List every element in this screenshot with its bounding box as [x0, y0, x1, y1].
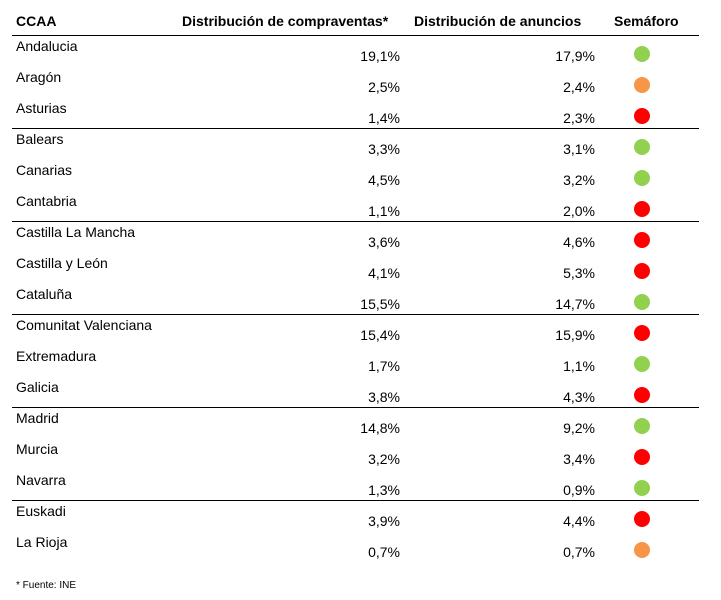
table-row: Cataluña 15,5% 14,7% [12, 284, 699, 315]
table-row: Murcia 3,2% 3,4% [12, 439, 699, 470]
anuncios-value: 3,4% [563, 451, 595, 467]
ccaa-name: Madrid [16, 410, 59, 426]
ccaa-name: Navarra [16, 472, 66, 488]
anuncios-value: 3,1% [563, 141, 595, 157]
semaforo-green-icon [634, 418, 650, 434]
ccaa-name: Euskadi [16, 503, 66, 519]
anuncios-value: 3,2% [563, 172, 595, 188]
ccaa-name: La Rioja [16, 534, 68, 550]
compraventas-value: 3,8% [368, 389, 400, 405]
ccaa-name: Canarias [16, 162, 73, 178]
ccaa-name: Cantabria [16, 193, 77, 209]
ccaa-name: Murcia [16, 441, 59, 457]
table-header: CCAA Distribución de compraventas* Distr… [12, 8, 699, 36]
compraventas-value: 1,4% [368, 110, 400, 126]
anuncios-value: 4,3% [563, 389, 595, 405]
compraventas-value: 15,4% [360, 327, 400, 343]
compraventas-value: 19,1% [360, 48, 400, 64]
table-row: Navarra 1,3% 0,9% [12, 470, 699, 501]
semaforo-green-icon [634, 170, 650, 186]
header-anuncios: Distribución de anuncios [414, 13, 582, 29]
table-row: Castilla y León 4,1% 5,3% [12, 253, 699, 284]
table-row: Aragón 2,5% 2,4% [12, 67, 699, 98]
table-row: Euskadi 3,9% 4,4% [12, 501, 699, 532]
semaforo-green-icon [634, 356, 650, 372]
ccaa-name: Asturias [16, 100, 67, 116]
semaforo-red-icon [634, 263, 650, 279]
semaforo-green-icon [634, 294, 650, 310]
table-row: Asturias 1,4% 2,3% [12, 98, 699, 129]
compraventas-value: 3,2% [368, 451, 400, 467]
anuncios-value: 17,9% [555, 48, 595, 64]
semaforo-red-icon [634, 201, 650, 217]
anuncios-value: 9,2% [563, 420, 595, 436]
compraventas-value: 4,1% [368, 265, 400, 281]
table-row: Galicia 3,8% 4,3% [12, 377, 699, 408]
ccaa-name: Cataluña [16, 286, 73, 302]
table-row: Castilla La Mancha 3,6% 4,6% [12, 222, 699, 253]
compraventas-value: 3,9% [368, 513, 400, 529]
compraventas-value: 14,8% [360, 420, 400, 436]
header-ccaa: CCAA [16, 13, 57, 29]
semaforo-red-icon [634, 325, 650, 341]
semaforo-red-icon [634, 511, 650, 527]
semaforo-red-icon [634, 387, 650, 403]
anuncios-value: 14,7% [555, 296, 595, 312]
semaforo-orange-icon [634, 542, 650, 558]
header-compraventas: Distribución de compraventas* [182, 13, 389, 29]
anuncios-value: 15,9% [555, 327, 595, 343]
anuncios-value: 4,6% [563, 234, 595, 250]
anuncios-value: 2,4% [563, 79, 595, 95]
anuncios-value: 0,7% [563, 544, 595, 560]
header-semaforo: Semáforo [614, 13, 679, 29]
table-row: Extremadura 1,7% 1,1% [12, 346, 699, 377]
ccaa-name: Castilla y León [16, 255, 108, 271]
compraventas-value: 4,5% [368, 172, 400, 188]
semaforo-red-icon [634, 232, 650, 248]
anuncios-value: 2,3% [563, 110, 595, 126]
table-row: Comunitat Valenciana 15,4% 15,9% [12, 315, 699, 346]
semaforo-orange-icon [634, 77, 650, 93]
ccaa-name: Aragón [16, 69, 62, 85]
compraventas-value: 15,5% [360, 296, 400, 312]
semaforo-green-icon [634, 480, 650, 496]
compraventas-value: 1,3% [368, 482, 400, 498]
ccaa-name: Andalucia [16, 38, 78, 54]
table-row: La Rioja 0,7% 0,7% [12, 532, 699, 563]
ccaa-name: Galicia [16, 379, 59, 395]
semaforo-green-icon [634, 46, 650, 62]
compraventas-value: 3,3% [368, 141, 400, 157]
ccaa-name: Extremadura [16, 348, 97, 364]
table-row: Balears 3,3% 3,1% [12, 129, 699, 160]
ccaa-name: Comunitat Valenciana [16, 317, 152, 333]
compraventas-value: 1,1% [368, 203, 400, 219]
table-row: Canarias 4,5% 3,2% [12, 160, 699, 191]
header-divider [12, 35, 699, 36]
footnote: * Fuente: INE [16, 580, 77, 591]
table-body: Andalucia 19,1% 17,9% Aragón 2,5% 2,4% Asturia… [12, 36, 699, 563]
ccaa-table: CCAA Distribución de compraventas* Distr… [12, 8, 699, 563]
anuncios-value: 4,4% [563, 513, 595, 529]
anuncios-value: 0,9% [563, 482, 595, 498]
compraventas-value: 0,7% [368, 544, 400, 560]
compraventas-value: 2,5% [368, 79, 400, 95]
semaforo-green-icon [634, 139, 650, 155]
anuncios-value: 1,1% [563, 358, 595, 374]
anuncios-value: 2,0% [563, 203, 595, 219]
table-row: Madrid 14,8% 9,2% [12, 408, 699, 439]
table-row: Cantabria 1,1% 2,0% [12, 191, 699, 222]
table-row: Andalucia 19,1% 17,9% [12, 36, 699, 67]
compraventas-value: 1,7% [368, 358, 400, 374]
compraventas-value: 3,6% [368, 234, 400, 250]
semaforo-red-icon [634, 108, 650, 124]
ccaa-name: Castilla La Mancha [16, 224, 136, 240]
semaforo-red-icon [634, 449, 650, 465]
anuncios-value: 5,3% [563, 265, 595, 281]
ccaa-name: Balears [16, 131, 64, 147]
